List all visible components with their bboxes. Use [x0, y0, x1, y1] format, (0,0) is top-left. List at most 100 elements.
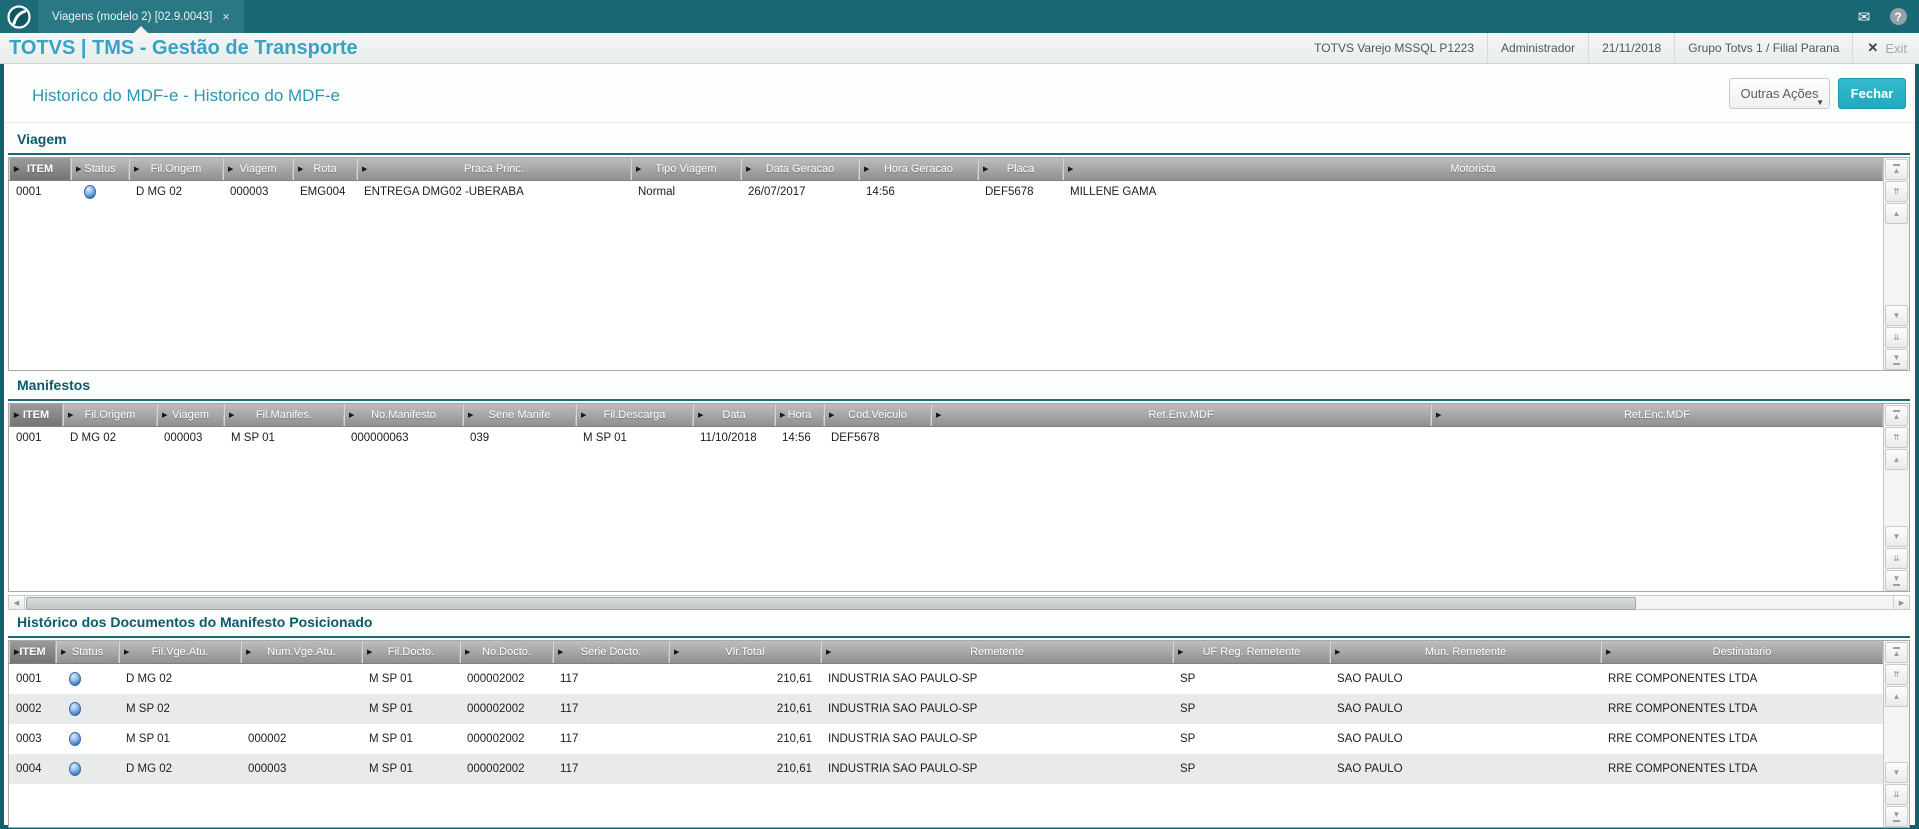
column-label: UF Reg. Remetente: [1202, 646, 1301, 658]
column-sort-arrow-icon: ▶: [468, 412, 474, 419]
scroll-last-button[interactable]: ▼: [1885, 349, 1908, 370]
exit-button[interactable]: ✕ Exit: [1852, 33, 1913, 63]
column-sort-arrow-icon: ▶: [68, 412, 74, 419]
historico-row-4[interactable]: 0004 D MG 02 000003 M SP 01 000002002 117 210,…: [9, 754, 1883, 784]
viagem-panel: ▶ ITEM ▶ Status ▶ Fil.Origem ▶ Viagem ▶ Rota ▶ Prac…: [8, 157, 1910, 371]
manifestos-header-data[interactable]: ▶ Data: [693, 404, 775, 426]
help-icon[interactable]: ?: [1883, 0, 1913, 33]
historico-cell-uf-reg-remetente: SP: [1180, 733, 1196, 745]
manifestos-header-ret-env-mdf[interactable]: ▶ Ret.Env.MDF: [931, 404, 1431, 426]
scroll-page-up-button[interactable]: ⇈: [1885, 181, 1908, 202]
horizontal-scrollbar[interactable]: ◀ ▶: [8, 595, 1910, 610]
historico-row-2[interactable]: 0002 M SP 02 M SP 01 000002002 117 210,61 INDU…: [9, 694, 1883, 724]
chevron-down-icon: ▼: [1816, 98, 1824, 107]
column-label: Hora: [787, 409, 812, 421]
column-label: Data Geracao: [765, 163, 835, 175]
historico-header-mun-remetente[interactable]: ▶ Mun. Remetente: [1330, 641, 1601, 663]
scroll-down-button[interactable]: ▼: [1885, 526, 1908, 547]
manifestos-header-serie-manife[interactable]: ▶ Serie Manife: [463, 404, 576, 426]
scroll-page-up-button[interactable]: ⇈: [1885, 427, 1908, 448]
viagem-header-item[interactable]: ▶ ITEM: [9, 158, 71, 180]
status-ball-icon: [84, 185, 96, 199]
scroll-up-button[interactable]: ▲: [1885, 203, 1908, 224]
manifestos-header-fil-manifes[interactable]: ▶ Fil.Manifes.: [224, 404, 344, 426]
historico-header-status[interactable]: ▶ Status: [56, 641, 119, 663]
date-label[interactable]: 21/11/2018: [1588, 33, 1674, 63]
manifestos-header-item[interactable]: ▶ ITEM: [9, 404, 63, 426]
scroll-down-button[interactable]: ▼: [1885, 762, 1908, 783]
page-title: Historico do MDF-e - Historico do MDF-e: [32, 86, 340, 105]
viagem-header-fil-origem[interactable]: ▶ Fil.Origem: [129, 158, 223, 180]
viagem-cell-motorista: MILLENE GAMA: [1070, 186, 1157, 198]
historico-header-destinatario[interactable]: ▶ Destinatario: [1601, 641, 1883, 663]
manifestos-header-cod-veiculo[interactable]: ▶ Cod.Veiculo: [824, 404, 931, 426]
manifestos-header-viagem[interactable]: ▶ Viagem: [157, 404, 224, 426]
user-label[interactable]: Administrador: [1487, 33, 1588, 63]
manifestos-row-1[interactable]: 0001 D MG 02 000003 M SP 01 000000063 039 M SP…: [9, 427, 1883, 449]
app-header: TOTVS | TMS - Gestão de Transporte TOTVS…: [0, 33, 1919, 64]
scroll-first-button[interactable]: ▲: [1885, 642, 1908, 663]
scroll-down-button[interactable]: ▼: [1885, 305, 1908, 326]
scroll-page-down-button[interactable]: ⇊: [1885, 784, 1908, 805]
viagem-header-motorista[interactable]: ▶ Motorista: [1063, 158, 1883, 180]
viagem-header-tipo-viagem[interactable]: ▶ Tipo Viagem: [631, 158, 741, 180]
historico-header-num-vge-atu[interactable]: ▶ Num.Vge.Atu.: [241, 641, 362, 663]
viagem-header-rota[interactable]: ▶ Rota: [293, 158, 357, 180]
viagem-header-hora-geracao[interactable]: ▶ Hora Geracao: [859, 158, 978, 180]
scroll-up-button[interactable]: ▲: [1885, 686, 1908, 707]
scroll-left-icon[interactable]: ◀: [9, 596, 25, 609]
column-label: Fil.Docto.: [387, 646, 435, 658]
scroll-page-up-button[interactable]: ⇈: [1885, 664, 1908, 685]
viagem-header-placa[interactable]: ▶ Placa: [978, 158, 1063, 180]
manifestos-header-fil-origem[interactable]: ▶ Fil.Origem: [63, 404, 157, 426]
scroll-right-icon[interactable]: ▶: [1893, 596, 1909, 609]
historico-row-3[interactable]: 0003 M SP 01 000002 M SP 01 000002002 117 210,…: [9, 724, 1883, 754]
historico-header-serie-docto[interactable]: ▶ Serie Docto.: [553, 641, 669, 663]
historico-header-uf-reg-remetente[interactable]: ▶ UF Reg. Remetente: [1173, 641, 1330, 663]
historico-header-vlr-total[interactable]: ▶ Vlr.Total: [669, 641, 821, 663]
branch-label[interactable]: Grupo Totvs 1 / Filial Parana: [1674, 33, 1852, 63]
other-actions-button[interactable]: Outras Ações ▼: [1729, 78, 1830, 109]
scroll-first-button[interactable]: ▲: [1885, 405, 1908, 426]
viagem-row-1[interactable]: 0001 D MG 02 000003 EMG004 ENTREGA DMG02 -UB…: [9, 181, 1883, 203]
historico-header-no-docto[interactable]: ▶ No.Docto.: [460, 641, 553, 663]
column-label: Ret.Enc.MDF: [1623, 409, 1690, 421]
historico-header-item[interactable]: ▶ ITEM: [9, 641, 56, 663]
close-button[interactable]: Fechar: [1838, 78, 1906, 109]
column-sort-arrow-icon: ▶: [1606, 649, 1612, 656]
scroll-first-button[interactable]: ▲: [1885, 159, 1908, 180]
manifestos-header-no-manifesto[interactable]: ▶ No.Manifesto: [344, 404, 463, 426]
viagem-header-viagem[interactable]: ▶ Viagem: [223, 158, 293, 180]
viagem-header-data-geracao[interactable]: ▶ Data Geracao: [741, 158, 859, 180]
historico-header-fil-docto[interactable]: ▶ Fil.Docto.: [362, 641, 460, 663]
manifestos-header-hora[interactable]: ▶ Hora: [775, 404, 824, 426]
scroll-page-down-button[interactable]: ⇊: [1885, 327, 1908, 348]
historico-header-remetente[interactable]: ▶ Remetente: [821, 641, 1173, 663]
column-sort-arrow-icon: ▶: [465, 649, 471, 656]
manifestos-header-ret-enc-mdf[interactable]: ▶ Ret.Enc.MDF: [1431, 404, 1883, 426]
horizontal-scroll-thumb[interactable]: [26, 597, 1636, 610]
column-label: Fil.Descarga: [603, 409, 666, 421]
mail-icon[interactable]: ✉: [1857, 8, 1871, 26]
viagem-header-praca-princ[interactable]: ▶ Praca Princ.: [357, 158, 631, 180]
manifestos-cell-data: 11/10/2018: [700, 432, 757, 444]
historico-row-1[interactable]: 0001 D MG 02 M SP 01 000002002 117 210,61 INDU…: [9, 664, 1883, 694]
scroll-page-down-button[interactable]: ⇊: [1885, 548, 1908, 569]
column-sort-arrow-icon: ▶: [674, 649, 680, 656]
scroll-up-button[interactable]: ▲: [1885, 449, 1908, 470]
scroll-last-button[interactable]: ▼: [1885, 570, 1908, 591]
column-sort-arrow-icon: ▶: [698, 412, 704, 419]
protheus-logo-icon[interactable]: [0, 0, 38, 33]
manifestos-header-fil-descarga[interactable]: ▶ Fil.Descarga: [576, 404, 693, 426]
tab-label: Viagens (modelo 2) [02.9.0043]: [52, 10, 213, 23]
viagem-header-status[interactable]: ▶ Status: [71, 158, 129, 180]
column-sort-arrow-icon: ▶: [581, 412, 587, 419]
historico-cell-fil-vge-atu: D MG 02: [126, 673, 173, 685]
scroll-last-button[interactable]: ▼: [1885, 806, 1908, 827]
tab-viagens[interactable]: Viagens (modelo 2) [02.9.0043] ×: [38, 0, 244, 33]
tab-close-icon[interactable]: ×: [222, 9, 230, 24]
historico-header-fil-vge-atu[interactable]: ▶ Fil.Vge.Atu.: [119, 641, 241, 663]
viagem-cell-status: [71, 185, 129, 199]
manifestos-cell-no-manifesto: 000000063: [351, 432, 409, 444]
page-content: Historico do MDF-e - Historico do MDF-e …: [0, 64, 1919, 829]
